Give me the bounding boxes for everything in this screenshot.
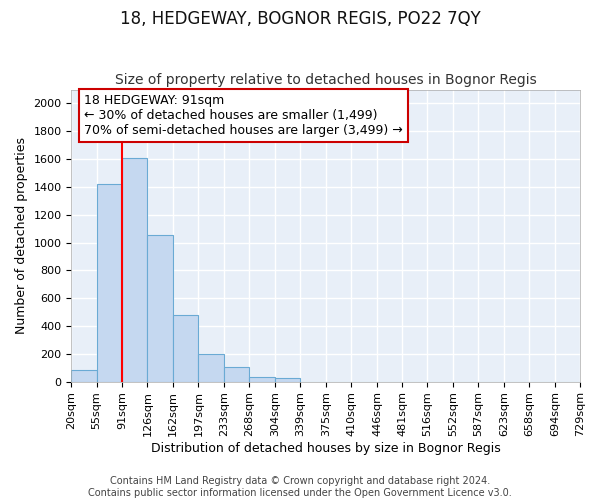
Bar — [224, 367, 250, 382]
Bar — [148, 235, 173, 382]
Bar — [275, 378, 300, 382]
Bar — [97, 184, 122, 382]
Text: Contains HM Land Registry data © Crown copyright and database right 2024.
Contai: Contains HM Land Registry data © Crown c… — [88, 476, 512, 498]
Y-axis label: Number of detached properties: Number of detached properties — [15, 137, 28, 334]
Bar — [173, 315, 199, 382]
Bar — [250, 376, 275, 382]
Text: 18, HEDGEWAY, BOGNOR REGIS, PO22 7QY: 18, HEDGEWAY, BOGNOR REGIS, PO22 7QY — [119, 10, 481, 28]
Bar — [71, 370, 97, 382]
Text: 18 HEDGEWAY: 91sqm
← 30% of detached houses are smaller (1,499)
70% of semi-deta: 18 HEDGEWAY: 91sqm ← 30% of detached hou… — [84, 94, 403, 137]
Bar — [122, 158, 148, 382]
Title: Size of property relative to detached houses in Bognor Regis: Size of property relative to detached ho… — [115, 73, 536, 87]
Bar — [199, 354, 224, 382]
X-axis label: Distribution of detached houses by size in Bognor Regis: Distribution of detached houses by size … — [151, 442, 500, 455]
